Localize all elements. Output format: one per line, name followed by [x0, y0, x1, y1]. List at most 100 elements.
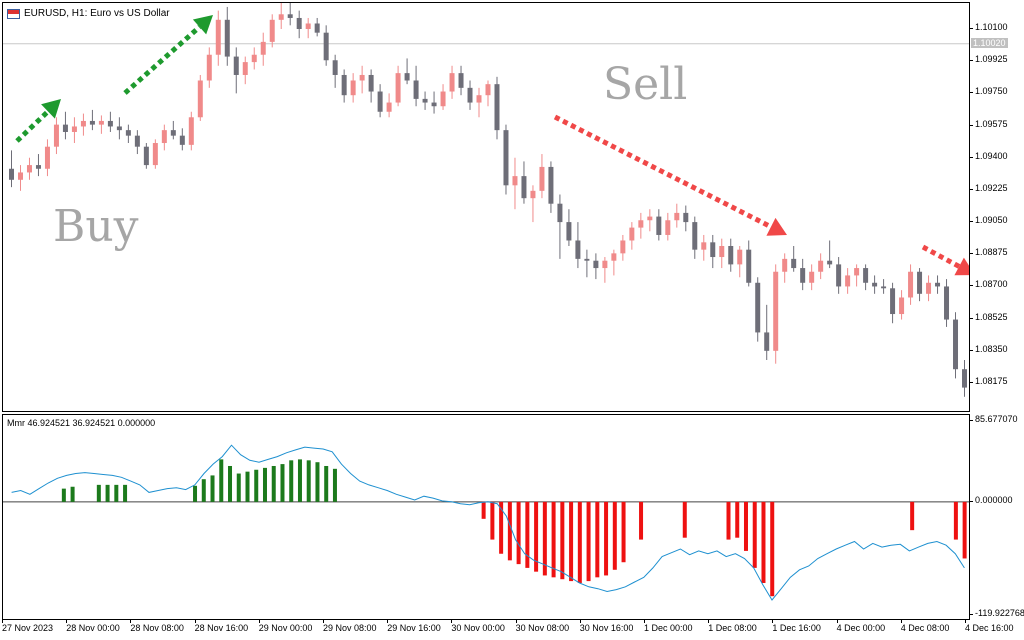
price-axis[interactable]: 1.10100 1.09925 1.09750 1.09575 1.09400 1.092…: [970, 2, 1024, 412]
histogram-bar-positive: [70, 486, 75, 502]
bearish-candle: [593, 260, 599, 269]
indicator-tick-label: 0.000000: [970, 494, 1013, 505]
bearish-candle: [557, 203, 563, 223]
time-tick-label: 1 Dec 08:00: [708, 620, 757, 633]
histogram-bar-positive: [201, 479, 206, 502]
histogram-bar-positive: [332, 468, 337, 502]
bullish-candle: [53, 124, 59, 147]
indicator-tick-label: -119.922768: [970, 608, 1024, 618]
bullish-candle: [539, 166, 545, 191]
price-chart-pane[interactable]: EURUSD, H1: Euro vs US Dollar Buy Sell: [2, 2, 970, 412]
bearish-candle: [116, 126, 122, 131]
buy-arrow-up-2-head: [192, 15, 213, 35]
histogram-bar-positive: [61, 488, 66, 502]
bullish-candle: [80, 120, 86, 127]
histogram-bar-negative: [726, 501, 731, 540]
bearish-candle: [125, 130, 131, 136]
bullish-candle: [188, 117, 194, 145]
histogram-bar-positive: [210, 475, 215, 502]
bullish-candle: [512, 176, 518, 186]
bullish-candle: [17, 172, 23, 180]
bearish-candle: [953, 319, 959, 370]
time-tick-label: 1 Dec 00:00: [644, 620, 693, 633]
histogram-bar-positive: [297, 459, 302, 502]
bullish-candle: [26, 165, 32, 173]
bullish-candle: [44, 146, 50, 169]
bearish-candle: [170, 130, 176, 136]
bullish-candle: [161, 130, 167, 144]
histogram-bar-negative: [612, 501, 617, 570]
time-tick-label: 1 Dec 16:00: [772, 620, 821, 633]
histogram-bar-positive: [228, 465, 233, 502]
bullish-candle: [251, 54, 257, 63]
histogram-bar-negative: [534, 501, 539, 572]
histogram-bar-negative: [525, 501, 530, 568]
time-tick-label: 28 Nov 16:00: [194, 620, 249, 633]
bearish-candle: [296, 17, 302, 29]
time-tick-label: 4 Dec 16:00: [965, 620, 1014, 633]
histogram-bar-negative: [551, 501, 556, 578]
bullish-candle: [908, 271, 914, 298]
histogram-bar-negative: [752, 501, 757, 568]
histogram-bar-negative: [621, 501, 626, 563]
price-tick-label: 1.08700: [970, 279, 1008, 290]
histogram-bar-negative: [586, 501, 591, 582]
price-tick-label: 1.09750: [970, 86, 1008, 97]
histogram-bar-negative: [910, 501, 915, 531]
bearish-candle: [800, 268, 806, 283]
candlestick-chart[interactable]: [3, 3, 970, 412]
oscillator-chart[interactable]: [3, 415, 970, 620]
bearish-candle: [584, 258, 590, 261]
bullish-candle: [215, 19, 221, 55]
bullish-candle: [638, 220, 644, 228]
histogram-bar-positive: [114, 484, 119, 502]
indicator-axis[interactable]: 85.677070 0.000000 -119.922768: [970, 414, 1024, 620]
bullish-candle: [773, 271, 779, 351]
bullish-candle: [98, 120, 104, 125]
bullish-candle: [719, 245, 725, 258]
bearish-candle: [944, 286, 950, 320]
time-tick-label: 4 Dec 08:00: [900, 620, 950, 633]
histogram-bar-negative: [962, 501, 967, 559]
bullish-candle: [530, 190, 536, 199]
price-tick-label: 1.08525: [970, 311, 1008, 322]
sell-arrow-down-1-head: [766, 217, 787, 236]
bullish-candle: [845, 275, 851, 287]
histogram-bar-positive: [306, 460, 311, 502]
bearish-candle: [935, 282, 941, 287]
indicator-pane[interactable]: Mmr 46.924521 36.924521 0.000000: [2, 414, 970, 620]
bearish-candle: [314, 23, 320, 33]
bullish-candle: [818, 260, 824, 272]
price-tick-label: 1.09575: [970, 118, 1008, 129]
chart-title: EURUSD, H1: Euro vs US Dollar: [7, 8, 170, 19]
histogram-bar-negative: [682, 501, 687, 538]
bearish-candle: [341, 74, 347, 96]
bearish-candle: [728, 245, 734, 265]
buy-arrow-up-1-head: [41, 99, 61, 119]
time-axis[interactable]: 27 Nov 2023 28 Nov 00:00 28 Nov 08:00 28 No…: [0, 620, 1024, 640]
bearish-candle: [8, 168, 14, 180]
histogram-bar-negative: [577, 501, 582, 583]
bullish-candle: [260, 41, 266, 55]
bullish-candle: [206, 54, 212, 81]
histogram-bar-negative: [481, 501, 486, 519]
bearish-candle: [836, 264, 842, 287]
histogram-bar-negative: [499, 501, 504, 554]
bearish-candle: [179, 135, 185, 145]
bearish-candle: [143, 146, 149, 166]
bullish-candle: [629, 227, 635, 241]
bullish-candle: [674, 212, 680, 221]
price-tick-label: 1.08175: [970, 376, 1008, 386]
bearish-candle: [332, 60, 338, 75]
bullish-candle: [350, 80, 356, 96]
buy-arrow-up-2-shaft: [123, 25, 202, 95]
histogram-bar-negative: [770, 501, 775, 597]
histogram-bar-negative: [761, 501, 766, 583]
bullish-candle: [386, 102, 392, 112]
chart-window-icon: [7, 8, 20, 19]
bearish-candle: [377, 91, 383, 112]
histogram-bar-positive: [219, 459, 224, 502]
histogram-bar-positive: [324, 465, 329, 502]
time-tick-label: 29 Nov 16:00: [387, 620, 441, 633]
bearish-candle: [323, 32, 329, 61]
